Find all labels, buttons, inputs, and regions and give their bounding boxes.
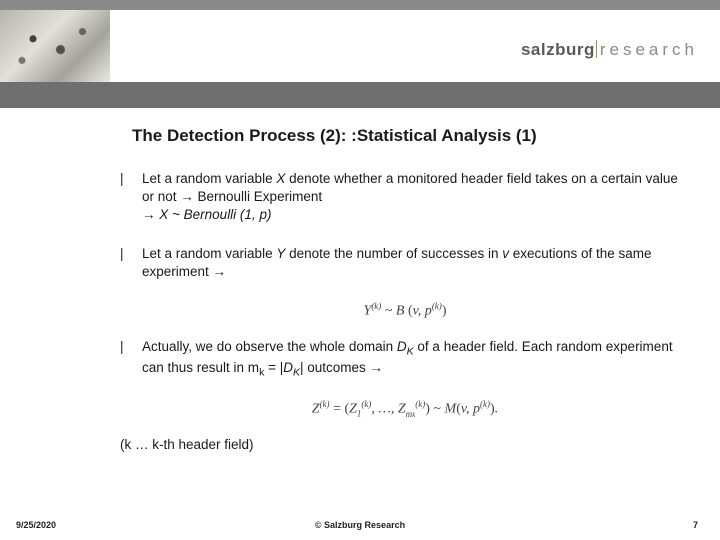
footer-copyright: © Salzburg Research [315,520,405,530]
bullet-item: | Let a random variable X denote whether… [120,170,690,225]
formula-math: Y(k) ~ B (v, p(k)) [364,301,447,320]
footer-page: 7 [693,520,698,530]
formula-math: Z(k) = (Z1(k), …, Zmk(k)) ~ M(v, p(k)). [312,399,498,418]
formula: Y(k) ~ B (v, p(k)) [120,301,690,320]
footnote: (k … k-th header field) [120,437,690,452]
bullet-text: Let a random variable X denote whether a… [142,170,690,225]
logo-separator [596,40,597,58]
footer: 9/25/2020 © Salzburg Research 7 [0,512,720,530]
divider-bar [0,82,720,108]
logo-light: research [600,40,698,59]
content-area: | Let a random variable X denote whether… [120,170,690,452]
logo-bold: salzburg [521,40,595,59]
formula: Z(k) = (Z1(k), …, Zmk(k)) ~ M(v, p(k)). [120,399,690,418]
logo: salzburg research [521,40,698,60]
slide-title: The Detection Process (2): :Statistical … [132,126,708,146]
footer-date: 9/25/2020 [16,520,56,530]
bullet-item: | Let a random variable Y denote the num… [120,245,690,281]
header-photo [0,10,110,82]
bullet-text: Actually, we do observe the whole domain… [142,338,690,380]
bullet-marker: | [120,338,142,356]
bullet-marker: | [120,170,142,188]
bullet-item: | Actually, we do observe the whole doma… [120,338,690,380]
bullet-marker: | [120,245,142,263]
bullet-text: Let a random variable Y denote the numbe… [142,245,690,281]
top-strip [0,0,720,10]
